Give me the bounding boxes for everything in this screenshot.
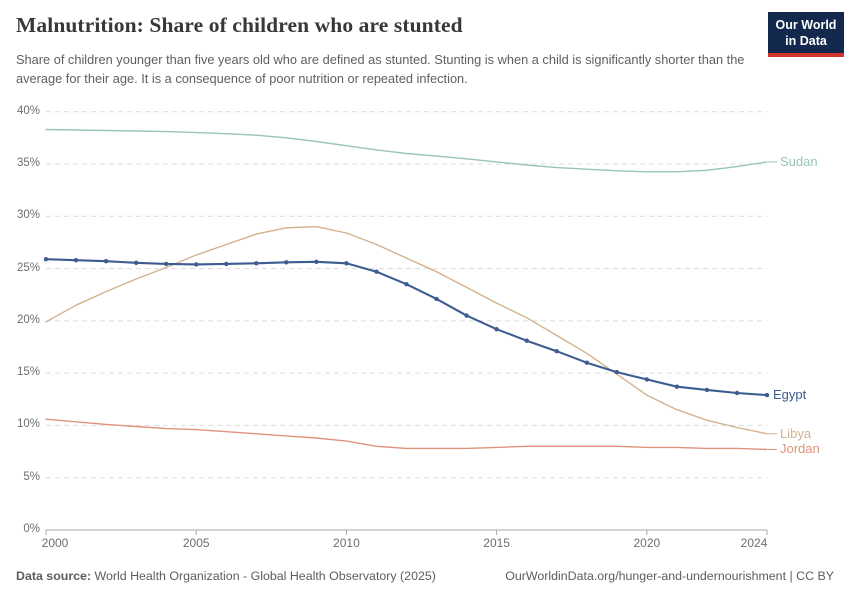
page-title: Malnutrition: Share of children who are … [16, 13, 463, 37]
data-point-egypt [464, 313, 469, 318]
series-label-sudan[interactable]: Sudan [780, 153, 818, 169]
data-point-egypt [103, 259, 109, 264]
x-axis-label: 2005 [182, 536, 210, 550]
x-axis-label: 2015 [483, 536, 510, 550]
data-point-egypt [614, 369, 619, 375]
owid-logo-stripe [768, 53, 844, 57]
data-point-egypt [284, 260, 289, 265]
data-source-text: World Health Organization - Global Healt… [91, 569, 436, 583]
x-axis-label: 2024 [740, 536, 768, 550]
series-line-sudan [45, 128, 768, 173]
y-axis-label: 25% [16, 261, 40, 274]
data-point-egypt [554, 349, 559, 354]
x-axis-label: 2010 [333, 536, 360, 550]
data-point-egypt [73, 258, 79, 263]
y-axis-label: 20% [16, 313, 40, 326]
y-axis-label: 0% [23, 523, 40, 535]
credit-link[interactable]: OurWorldinData.org/hunger-and-undernouri… [505, 569, 834, 583]
series-label-egypt[interactable]: Egypt [773, 387, 807, 403]
owid-logo-line2: in Data [785, 34, 827, 48]
data-point-egypt [194, 262, 199, 267]
y-axis-label: 35% [16, 156, 40, 169]
data-point-egypt [344, 261, 349, 266]
series-label-jordan[interactable]: Jordan [780, 441, 820, 457]
chart-subtitle: Share of children younger than five year… [16, 52, 745, 86]
data-point-egypt [584, 360, 589, 365]
data-point-egypt [374, 269, 379, 274]
y-axis-label: 15% [16, 366, 40, 379]
data-point-egypt [314, 259, 319, 264]
data-point-egypt [133, 260, 139, 265]
data-point-egypt [674, 384, 680, 389]
data-point-egypt [164, 261, 169, 267]
y-axis-label: 30% [16, 209, 40, 222]
data-point-egypt [43, 257, 49, 262]
data-point-egypt [524, 338, 529, 343]
data-point-egypt [224, 261, 229, 267]
series-line-libya [45, 225, 768, 435]
data-point-egypt [434, 296, 439, 302]
data-source-note: Data source: World Health Organization -… [16, 569, 436, 583]
data-point-egypt [764, 392, 770, 398]
data-source-label: Data source: [16, 569, 92, 583]
y-axis-label: 5% [23, 470, 40, 483]
data-point-egypt [644, 377, 649, 382]
x-axis-label: 2020 [633, 536, 661, 550]
series-line-egypt [44, 258, 769, 397]
data-point-egypt [254, 261, 259, 266]
series-line-jordan [45, 418, 768, 451]
data-point-egypt [704, 387, 710, 393]
x-axis-label: 2000 [41, 536, 69, 550]
data-point-egypt [404, 282, 409, 287]
series-label-libya[interactable]: Libya [780, 425, 812, 441]
data-point-egypt [494, 327, 499, 332]
owid-logo[interactable]: Our World in Data [768, 12, 844, 57]
data-point-egypt [734, 390, 740, 396]
y-axis-label: 10% [16, 418, 40, 431]
owid-logo-line1: Our World [775, 18, 837, 32]
y-axis-label: 40% [16, 104, 40, 117]
